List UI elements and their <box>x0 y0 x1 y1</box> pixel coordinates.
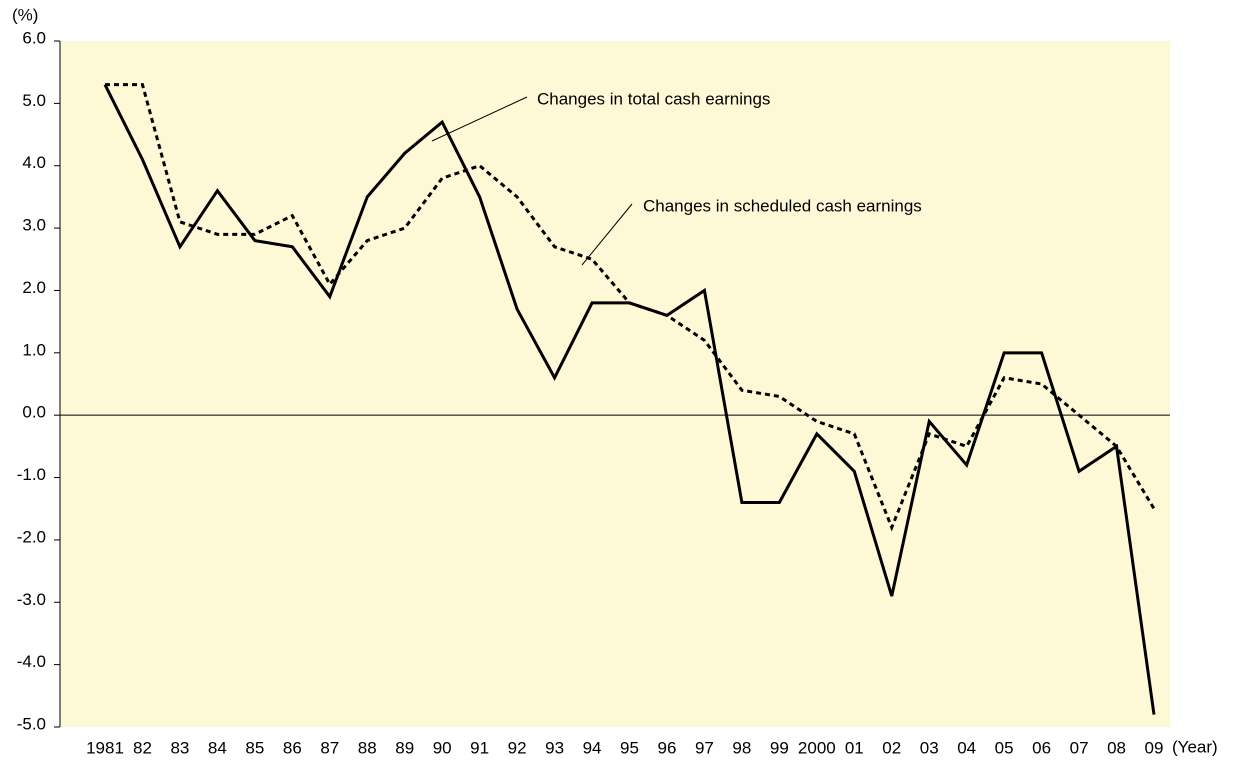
x-tick-label: 88 <box>358 738 377 757</box>
x-tick-label: 83 <box>170 738 189 757</box>
x-tick-label: 90 <box>433 738 452 757</box>
y-tick-label: 2.0 <box>22 278 46 297</box>
x-tick-label: 06 <box>1032 738 1051 757</box>
x-tick-label: 09 <box>1145 738 1164 757</box>
x-tick-label: 02 <box>882 738 901 757</box>
x-tick-label: 93 <box>545 738 564 757</box>
y-tick-label: 0.0 <box>22 403 46 422</box>
y-tick-label: 4.0 <box>22 153 46 172</box>
y-tick-label: 3.0 <box>22 216 46 235</box>
y-tick-label: -2.0 <box>17 527 46 546</box>
y-tick-label: -3.0 <box>17 590 46 609</box>
y-tick-label: 1.0 <box>22 340 46 359</box>
x-tick-label: 84 <box>208 738 227 757</box>
x-tick-label: 95 <box>620 738 639 757</box>
leader-line <box>431 96 528 142</box>
y-unit-label: (%) <box>12 5 38 24</box>
y-tick-label: -5.0 <box>17 714 46 733</box>
x-tick-label: 94 <box>583 738 602 757</box>
y-tick-label: -1.0 <box>17 465 46 484</box>
x-tick-label: 97 <box>695 738 714 757</box>
series-line <box>105 83 1156 532</box>
x-tick-label: 03 <box>920 738 939 757</box>
y-tick-label: 6.0 <box>22 28 46 47</box>
x-tick-label: 96 <box>658 738 677 757</box>
x-tick-label: 82 <box>133 738 152 757</box>
x-tick-label: 86 <box>283 738 302 757</box>
x-tick-label: 98 <box>732 738 751 757</box>
series-annotation: Changes in scheduled cash earnings <box>643 196 922 215</box>
x-tick-label: 05 <box>995 738 1014 757</box>
x-unit-label: (Year) <box>1172 737 1218 756</box>
x-tick-label: 87 <box>320 738 339 757</box>
x-tick-label: 07 <box>1070 738 1089 757</box>
plot-background <box>60 41 1170 727</box>
y-tick-label: -4.0 <box>17 652 46 671</box>
x-tick-label: 2000 <box>798 738 836 757</box>
x-tick-label: 85 <box>245 738 264 757</box>
x-tick-label: 91 <box>470 738 489 757</box>
x-tick-label: 89 <box>395 738 414 757</box>
x-tick-label: 99 <box>770 738 789 757</box>
y-tick-label: 5.0 <box>22 91 46 110</box>
x-tick-label: 1981 <box>86 738 124 757</box>
x-tick-label: 01 <box>845 738 864 757</box>
x-tick-label: 92 <box>508 738 527 757</box>
x-tick-label: 08 <box>1107 738 1126 757</box>
leader-line <box>581 203 633 266</box>
series-annotation: Changes in total cash earnings <box>537 89 770 108</box>
x-tick-label: 04 <box>957 738 976 757</box>
